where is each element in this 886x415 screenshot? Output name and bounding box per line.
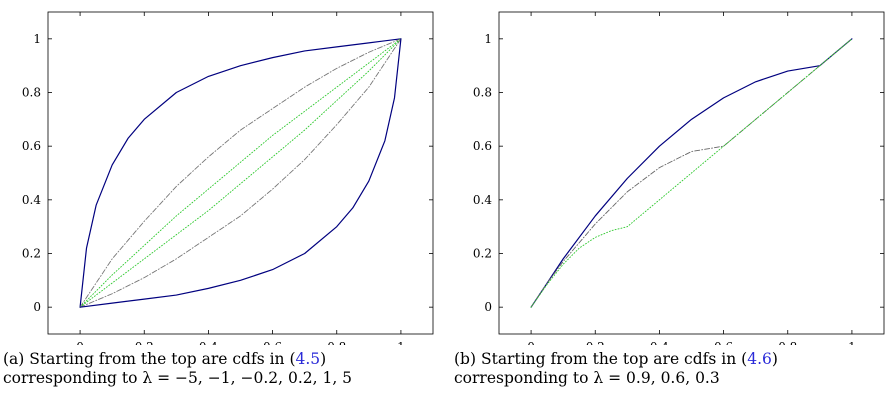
x-tick-label-a: 0.2 bbox=[135, 340, 154, 345]
plot-frame-b bbox=[498, 11, 885, 335]
chart-panel-a: 0 0.2 0.4 0.6 0.8 1 0 0.2 0.4 0.6 0.8 1 bbox=[22, 11, 434, 345]
series-line-a-2 bbox=[79, 38, 402, 308]
x-tick-label-a: 0.4 bbox=[199, 340, 218, 345]
series-line-b-1 bbox=[530, 38, 853, 308]
y-tick-label-b: 0.8 bbox=[473, 86, 492, 100]
caption-b-text: Starting from the top are cdfs in ( bbox=[480, 350, 748, 368]
x-tick-label-a: 0.8 bbox=[327, 340, 346, 345]
y-tick-label-a: 0 bbox=[33, 300, 41, 314]
x-tick-label-b: 1 bbox=[848, 340, 856, 345]
caption-b: (b) Starting from the top are cdfs in (4… bbox=[454, 350, 778, 388]
caption-b-equation-ref[interactable]: 4.6 bbox=[747, 350, 772, 368]
y-tick-label-a: 0.8 bbox=[22, 86, 41, 100]
y-tick-label-b: 0.4 bbox=[473, 193, 492, 207]
series-line-a-4 bbox=[79, 38, 402, 308]
caption-a-line1: (a) Starting from the top are cdfs in (4… bbox=[3, 350, 352, 369]
x-tick-label-b: 0.2 bbox=[586, 340, 605, 345]
caption-a-equation-ref[interactable]: 4.5 bbox=[295, 350, 321, 368]
x-tick-label-b: 0 bbox=[527, 340, 535, 345]
x-tick-label-a: 1 bbox=[397, 340, 405, 345]
caption-b-paren: ) bbox=[771, 350, 778, 368]
y-tick-label-a: 0.2 bbox=[22, 247, 41, 261]
series-line-a-3 bbox=[79, 38, 402, 308]
x-tick-label-a: 0.6 bbox=[263, 340, 282, 345]
chart-panel-b: 0 0.2 0.4 0.6 0.8 1 0 0.2 0.4 0.6 0.8 1 bbox=[473, 11, 885, 345]
caption-a-text: Starting from the top are cdfs in ( bbox=[29, 350, 296, 368]
y-tick-label-b: 0.2 bbox=[473, 247, 492, 261]
caption-a-paren: ) bbox=[320, 350, 327, 368]
x-tick-label-a: 0 bbox=[76, 340, 84, 345]
caption-b-line2: corresponding to λ = 0.9, 0.6, 0.3 bbox=[454, 369, 720, 387]
x-tick-label-b: 0.8 bbox=[778, 340, 797, 345]
y-tick-label-b: 0 bbox=[484, 300, 492, 314]
x-tick-label-b: 0.4 bbox=[650, 340, 669, 345]
caption-a-label: (a) bbox=[3, 350, 25, 368]
y-tick-label-b: 1 bbox=[484, 32, 492, 46]
series-line-a-5 bbox=[79, 38, 402, 308]
caption-b-line1: (b) Starting from the top are cdfs in (4… bbox=[454, 350, 778, 369]
y-tick-label-b: 0.6 bbox=[473, 139, 492, 153]
series-line-b-3 bbox=[530, 38, 853, 308]
caption-b-label: (b) bbox=[454, 350, 477, 368]
y-tick-label-a: 1 bbox=[33, 32, 41, 46]
x-tick-label-b: 0.6 bbox=[714, 340, 733, 345]
y-tick-label-a: 0.4 bbox=[22, 193, 41, 207]
series-line-a-1 bbox=[79, 38, 402, 308]
caption-a: (a) Starting from the top are cdfs in (4… bbox=[3, 350, 352, 388]
caption-a-line2: corresponding to λ = −5, −1, −0.2, 0.2, … bbox=[3, 369, 353, 387]
plot-frame-a bbox=[47, 11, 434, 335]
y-tick-label-a: 0.6 bbox=[22, 139, 41, 153]
series-line-a-6 bbox=[79, 38, 402, 308]
